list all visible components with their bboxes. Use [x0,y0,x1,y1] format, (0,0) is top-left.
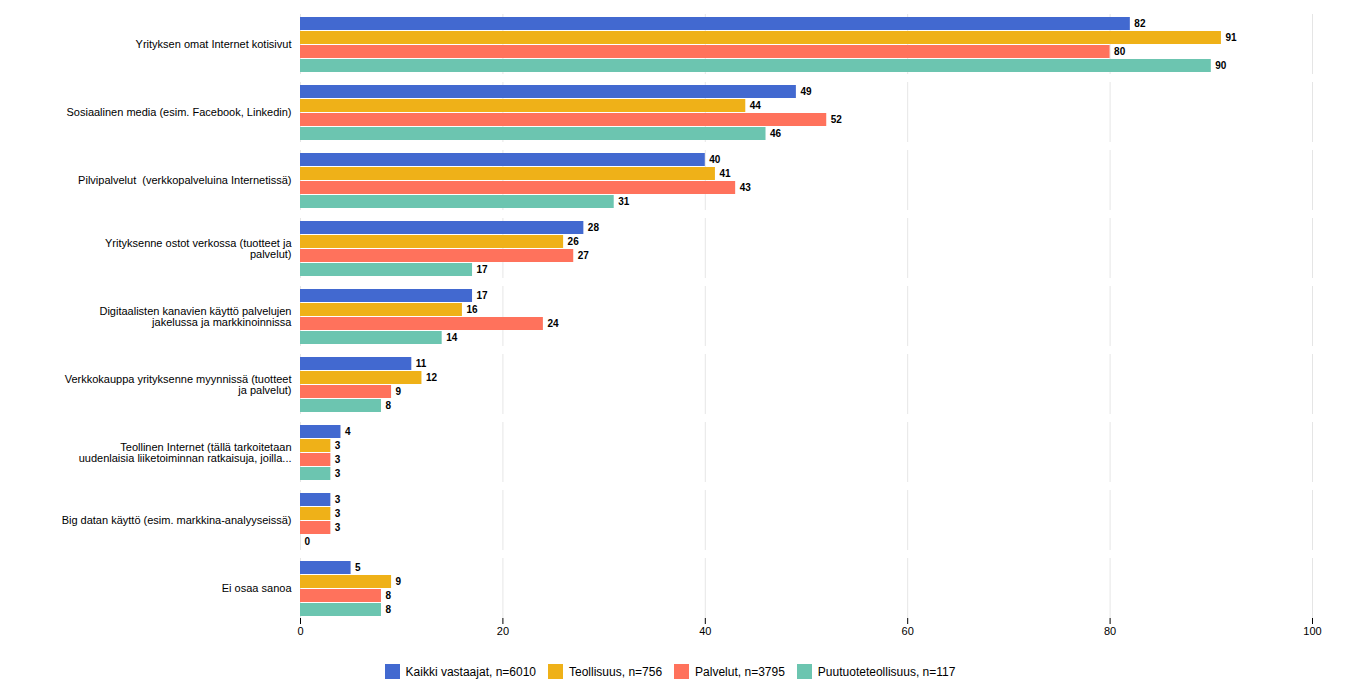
svg-text:17: 17 [477,264,489,275]
svg-text:100: 100 [1303,625,1321,637]
svg-text:3: 3 [335,440,341,451]
svg-text:9: 9 [396,386,402,397]
svg-text:8: 8 [385,604,391,615]
html-text:Puutuoteteollisuus, n=117: Puutuoteteollisuus, n=117 [817,664,956,679]
svg-text:11: 11 [416,358,427,369]
svg-text:3: 3 [335,468,341,479]
svg-text:4: 4 [345,426,351,437]
svg-text:82: 82 [1134,18,1146,29]
svg-text:Yrityksen omat Internet kotisi: Yrityksen omat Internet kotisivut [136,38,292,50]
svg-text:16: 16 [466,304,478,315]
svg-text:90: 90 [1215,60,1227,71]
svg-text:8: 8 [385,400,391,411]
svg-text:0: 0 [305,536,311,547]
svg-text:Teollinen Internet (tällä tark: Teollinen Internet (tällä tarkoitetaanuu… [79,441,292,464]
svg-text:3: 3 [335,522,341,533]
svg-text:20: 20 [497,625,509,637]
svg-text:3: 3 [335,454,341,465]
html-text:Kaikki vastaajat, n=6010: Kaikki vastaajat, n=6010 [405,664,536,679]
svg-text:Digitaalisten kanavien käyttö: Digitaalisten kanavien käyttö palvelujen… [99,305,292,328]
svg-text:41: 41 [719,168,731,179]
svg-text:Pilvipalvelut (verkkopalvelui: Pilvipalvelut (verkkopalveluina Internet… [78,174,291,186]
html-text:Palvelut, n=3795: Palvelut, n=3795 [695,664,785,679]
svg-text:60: 60 [902,625,914,637]
svg-text:Big datan käyttö (esim. markki: Big datan käyttö (esim. markkina-analyys… [62,514,292,526]
html-text:Teollisuus, n=756: Teollisuus, n=756 [569,664,663,679]
svg-text:14: 14 [446,332,458,343]
svg-text:Sosiaalinen media (esim. Faceb: Sosiaalinen media (esim. Facebook, Linke… [66,106,291,118]
svg-text:3: 3 [335,508,341,519]
svg-text:0: 0 [297,625,303,637]
svg-text:31: 31 [618,196,630,207]
svg-text:91: 91 [1225,32,1237,43]
svg-text:49: 49 [800,86,812,97]
svg-text:40: 40 [709,154,721,165]
svg-text:40: 40 [699,625,711,637]
svg-text:Verkkokauppa yrityksenne myynn: Verkkokauppa yrityksenne myynnissä (tuot… [65,373,292,396]
svg-text:5: 5 [355,562,361,573]
svg-text:17: 17 [477,290,489,301]
svg-text:52: 52 [831,114,843,125]
svg-text:44: 44 [750,100,762,111]
svg-text:8: 8 [385,590,391,601]
svg-text:3: 3 [335,494,341,505]
svg-text:Ei osaa sanoa: Ei osaa sanoa [222,582,293,594]
svg-text:80: 80 [1104,625,1116,637]
svg-text:46: 46 [770,128,782,139]
svg-text:28: 28 [588,222,600,233]
svg-text:80: 80 [1114,46,1126,57]
svg-text:9: 9 [396,576,402,587]
svg-text:24: 24 [547,318,559,329]
svg-text:Yrityksenne ostot verkossa (tu: Yrityksenne ostot verkossa (tuotteet jap… [105,237,292,260]
svg-text:43: 43 [740,182,752,193]
svg-text:27: 27 [578,250,590,261]
svg-text:26: 26 [568,236,580,247]
svg-text:12: 12 [426,372,438,383]
